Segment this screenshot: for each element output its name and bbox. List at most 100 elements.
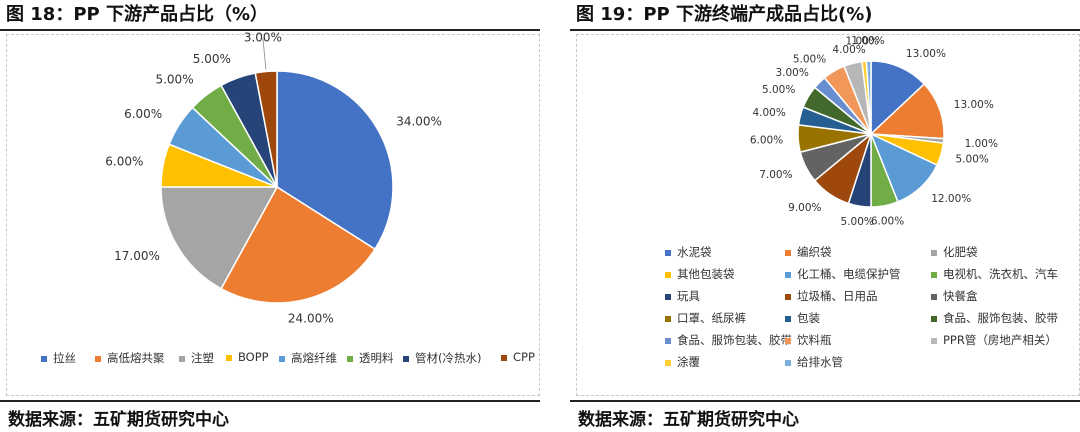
legend-swatch-1-7	[785, 293, 791, 300]
pie-label-0-0: 34.00%	[396, 115, 442, 129]
legend-swatch-1-8	[931, 293, 937, 300]
pie-label-1-15: 1.00%	[846, 35, 879, 47]
legend-label-1-9: 口罩、纸尿裤	[677, 311, 746, 325]
legend-swatch-1-15	[665, 359, 671, 366]
legend-item-0-2: 注塑	[179, 350, 214, 366]
legend-swatch-1-16	[785, 359, 791, 366]
legend-label-1-6: 玩具	[677, 289, 700, 303]
legend-item-1-7: 垃圾桶、日用品	[785, 288, 878, 304]
legend-item-0-0: 拉丝	[41, 350, 76, 366]
legend-label-0-4: 高熔纤维	[291, 351, 337, 365]
legend-item-1-10: 包装	[785, 310, 820, 326]
legend-label-1-2: 化肥袋	[943, 245, 978, 259]
legend-label-0-0: 拉丝	[53, 351, 76, 365]
pie-label-1-12: 3.00%	[775, 67, 808, 79]
pie-label-0-6: 5.00%	[193, 52, 231, 66]
right-pie-chart: 13.00%13.00%1.00%5.00%12.00%6.00%5.00%9.…	[750, 35, 998, 228]
pie-label-0-1: 24.00%	[288, 312, 334, 326]
legend-label-1-15: 涂覆	[677, 355, 700, 369]
legend-swatch-0-1	[95, 355, 101, 362]
legend-swatch-0-0	[41, 355, 47, 362]
pie-slice-0-7	[254, 70, 278, 188]
legend-item-1-1: 编织袋	[785, 244, 832, 260]
legend-item-1-0: 水泥袋	[665, 244, 712, 260]
pie-label-1-3: 5.00%	[956, 154, 989, 166]
legend-item-1-9: 口罩、纸尿裤	[665, 310, 746, 326]
legend-swatch-0-6	[403, 355, 409, 362]
pie-leader-0-7	[262, 37, 267, 70]
legend-item-0-6: 管材(冷热水)	[403, 350, 481, 366]
legend-label-1-11: 食品、服饰包装、胶带	[943, 311, 1058, 325]
pie-slice-1-1	[869, 82, 945, 140]
right-title-rule	[570, 29, 1080, 31]
pie-label-1-4: 12.00%	[931, 193, 971, 205]
right-chart-title: 图 19：PP 下游终端产成品占比(%)	[576, 4, 873, 25]
legend-label-0-2: 注塑	[191, 351, 214, 365]
left-pie-chart: 34.00%24.00%17.00%6.00%6.00%5.00%5.00%3.…	[105, 31, 442, 326]
legend-swatch-1-13	[785, 337, 791, 344]
legend-label-1-7: 垃圾桶、日用品	[797, 289, 878, 303]
pie-label-1-13: 5.00%	[793, 53, 826, 65]
legend-item-1-16: 给排水管	[785, 354, 843, 370]
legend-label-1-13: 饮料瓶	[797, 333, 832, 347]
right-source-rule	[570, 400, 1080, 402]
legend-swatch-1-4	[785, 271, 791, 278]
legend-label-1-8: 快餐盒	[943, 289, 978, 303]
pie-label-1-9: 6.00%	[750, 135, 783, 147]
legend-label-1-1: 编织袋	[797, 245, 832, 259]
pie-slice-0-2	[160, 186, 279, 290]
left-source-rule	[0, 400, 540, 402]
legend-swatch-0-3	[226, 354, 232, 361]
pie-label-1-0: 13.00%	[906, 48, 946, 60]
legend-item-1-3: 其他包装袋	[665, 266, 735, 282]
legend-item-0-1: 高低熔共聚	[95, 350, 165, 366]
legend-item-0-5: 透明料	[347, 350, 394, 366]
pie-label-0-2: 17.00%	[114, 249, 160, 263]
left-chart-title: 图 18：PP 下游产品占比（%）	[6, 4, 269, 25]
legend-item-1-12: 食品、服饰包装、胶带	[665, 332, 792, 348]
legend-swatch-1-9	[665, 315, 671, 322]
pie-label-1-14: 4.00%	[832, 44, 865, 56]
left-chart-panel: 图 18：PP 下游产品占比（%） 34.00% 24.00% 17.00% 6.00…	[0, 4, 540, 430]
pie-label-1-7: 9.00%	[788, 202, 821, 214]
legend-label-0-7: CPP	[513, 350, 535, 364]
legend-item-1-11: 食品、服饰包装、胶带	[931, 310, 1058, 326]
legend-item-1-2: 化肥袋	[931, 244, 978, 260]
legend-item-1-13: 饮料瓶	[785, 332, 832, 348]
legend-swatch-1-3	[665, 271, 671, 278]
left-chart-area: 34.00% 24.00% 17.00% 6.00% 6.00% 5.00% 5.00% 3.…	[6, 31, 540, 396]
right-chart-panel: 图 19：PP 下游终端产成品占比(%) 13.00% 13.00% 1.00% 5.…	[570, 0, 1080, 432]
legend-swatch-0-5	[347, 355, 353, 362]
legend-swatch-1-10	[785, 315, 791, 322]
legend-swatch-1-2	[931, 249, 937, 256]
legend-swatch-0-2	[179, 355, 185, 362]
legend-item-1-8: 快餐盒	[931, 288, 978, 304]
legend-label-1-0: 水泥袋	[677, 245, 712, 259]
legend-swatch-1-0	[665, 249, 671, 256]
pie-slice-1-0	[870, 60, 926, 136]
pie-label-0-5: 5.00%	[155, 73, 193, 87]
pie-label-0-3: 6.00%	[105, 155, 143, 169]
pie-label-1-6: 5.00%	[841, 216, 874, 228]
pie-label-1-1: 13.00%	[954, 99, 994, 111]
pie-label-1-5: 6.00%	[871, 215, 904, 227]
legend-label-1-10: 包装	[797, 311, 820, 325]
legend-label-1-14: PPR管（房地产相关）	[943, 333, 1057, 347]
pie-label-1-16: 1.00%	[851, 35, 884, 47]
left-title-rule	[0, 29, 540, 31]
right-source-text: 数据来源：五矿期货研究中心	[578, 410, 799, 430]
pie-label-1-11: 5.00%	[762, 84, 795, 96]
legend-swatch-0-4	[279, 355, 285, 362]
legend-label-0-1: 高低熔共聚	[107, 351, 165, 365]
pie-label-1-2: 1.00%	[965, 138, 998, 150]
left-source-text: 数据来源：五矿期货研究中心	[8, 410, 229, 430]
pie-slice-0-1	[220, 185, 376, 304]
legend-label-0-3: BOPP	[238, 350, 269, 364]
legend-label-1-12: 食品、服饰包装、胶带	[677, 333, 792, 347]
legend-label-1-16: 给排水管	[797, 355, 843, 369]
legend-label-1-3: 其他包装袋	[677, 267, 735, 281]
legend-label-0-5: 透明料	[359, 351, 394, 365]
legend-item-0-4: 高熔纤维	[279, 350, 337, 366]
legend-swatch-1-14	[931, 337, 937, 344]
legend-item-0-7: CPP	[501, 350, 535, 364]
